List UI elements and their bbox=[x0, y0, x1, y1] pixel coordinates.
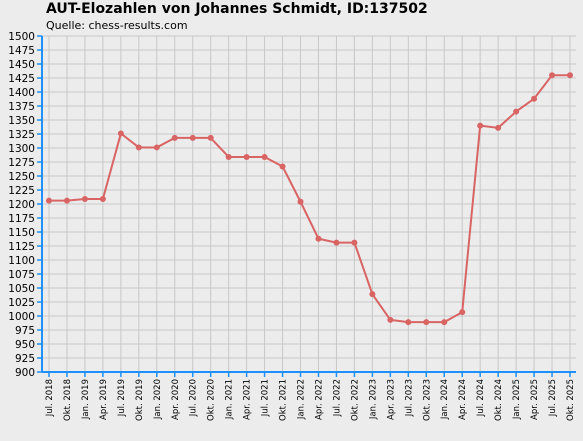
data-point bbox=[99, 195, 106, 202]
data-point bbox=[495, 124, 502, 131]
x-tick-label: Jul. 2020 bbox=[189, 379, 199, 417]
x-tick-label: Okt. 2023 bbox=[422, 379, 432, 421]
data-point bbox=[135, 144, 142, 151]
y-tick-label: 1325 bbox=[8, 129, 35, 141]
data-point bbox=[279, 163, 286, 170]
data-point bbox=[189, 134, 196, 141]
data-point bbox=[81, 195, 88, 202]
x-tick-label: Jul. 2019 bbox=[117, 379, 127, 417]
data-point bbox=[351, 239, 358, 246]
x-tick-label: Jul. 2018 bbox=[45, 379, 55, 417]
data-point bbox=[243, 153, 250, 160]
y-tick-label: 1300 bbox=[8, 143, 35, 155]
x-tick-label: Jul. 2024 bbox=[476, 379, 486, 417]
data-point bbox=[171, 134, 178, 141]
x-tick-label: Jul. 2025 bbox=[548, 379, 558, 417]
x-tick-label: Jan. 2021 bbox=[225, 379, 235, 420]
data-point bbox=[549, 72, 556, 79]
x-tick-label: Okt. 2020 bbox=[207, 379, 217, 421]
y-tick-label: 925 bbox=[15, 353, 35, 365]
x-tick-label: Apr. 2023 bbox=[386, 379, 396, 420]
data-point bbox=[477, 122, 484, 129]
y-tick-label: 1200 bbox=[8, 199, 35, 211]
y-tick-label: 1375 bbox=[8, 101, 35, 113]
y-tick-label: 1000 bbox=[8, 311, 35, 323]
x-tick-label: Apr. 2025 bbox=[530, 379, 540, 420]
y-tick-label: 1050 bbox=[8, 283, 35, 295]
y-tick-label: 1075 bbox=[8, 269, 35, 281]
x-tick-label: Jul. 2023 bbox=[404, 379, 414, 417]
data-point bbox=[63, 197, 70, 204]
x-tick-label: Apr. 2024 bbox=[458, 379, 468, 420]
data-point bbox=[261, 153, 268, 160]
data-point bbox=[315, 235, 322, 242]
y-tick-label: 1425 bbox=[8, 73, 35, 85]
y-tick-label: 950 bbox=[15, 339, 35, 351]
y-tick-label: 1250 bbox=[8, 171, 35, 183]
chart-title: AUT-Elozahlen von Johannes Schmidt, ID:1… bbox=[46, 1, 428, 17]
data-point bbox=[513, 108, 520, 115]
data-point bbox=[333, 239, 340, 246]
data-point bbox=[153, 144, 160, 151]
x-tick-label: Okt. 2024 bbox=[494, 379, 504, 421]
y-tick-label: 1025 bbox=[8, 297, 35, 309]
y-tick-label: 1475 bbox=[8, 45, 35, 57]
data-point bbox=[46, 197, 52, 204]
y-tick-label: 1400 bbox=[8, 87, 35, 99]
y-tick-label: 1225 bbox=[8, 185, 35, 197]
data-point bbox=[387, 316, 394, 323]
x-tick-label: Okt. 2018 bbox=[63, 379, 73, 421]
grid-lines bbox=[42, 35, 576, 373]
data-point bbox=[297, 198, 304, 205]
series-points bbox=[46, 72, 573, 326]
y-tick-label: 900 bbox=[15, 367, 35, 379]
data-point bbox=[369, 291, 376, 298]
x-tick-label: Jul. 2021 bbox=[261, 379, 271, 417]
data-point bbox=[117, 130, 124, 137]
x-axis: Jul. 2018 Okt. 2018 Jan. 2019 Apr. 2019 Jul.… bbox=[45, 372, 576, 421]
x-tick-label: Apr. 2021 bbox=[243, 379, 253, 420]
x-tick-label: Jan. 2025 bbox=[512, 379, 522, 420]
x-tick-label: Apr. 2022 bbox=[314, 379, 324, 420]
y-tick-label: 1275 bbox=[8, 157, 35, 169]
x-tick-label: Okt. 2022 bbox=[350, 379, 360, 421]
x-tick-label: Jan. 2019 bbox=[81, 379, 91, 420]
x-tick-label: Okt. 2025 bbox=[566, 379, 576, 421]
data-point bbox=[459, 309, 466, 316]
y-tick-label: 1125 bbox=[8, 241, 35, 253]
data-point bbox=[405, 319, 412, 326]
y-tick-label: 1100 bbox=[8, 255, 35, 267]
data-point bbox=[567, 72, 573, 79]
x-tick-label: Jan. 2020 bbox=[153, 379, 163, 420]
y-axis: 900 925 950 975 1000 1025 1050 1075 1100 1125 1150… bbox=[8, 31, 42, 379]
data-point bbox=[207, 134, 214, 141]
x-tick-label: Okt. 2021 bbox=[279, 379, 289, 421]
chart-subtitle: Quelle: chess-results.com bbox=[46, 19, 188, 32]
x-tick-label: Apr. 2020 bbox=[171, 379, 181, 420]
x-tick-label: Apr. 2019 bbox=[99, 379, 109, 420]
y-tick-label: 975 bbox=[15, 325, 35, 337]
y-tick-label: 1450 bbox=[8, 59, 35, 71]
data-point bbox=[423, 319, 430, 326]
x-tick-label: Jan. 2024 bbox=[440, 379, 450, 420]
x-tick-label: Okt. 2019 bbox=[135, 379, 145, 421]
x-tick-label: Jan. 2023 bbox=[368, 379, 378, 420]
data-point bbox=[531, 95, 538, 102]
y-tick-label: 1350 bbox=[8, 115, 35, 127]
data-point bbox=[441, 319, 448, 326]
y-tick-label: 1150 bbox=[8, 227, 35, 239]
x-tick-label: Jul. 2022 bbox=[332, 379, 342, 417]
y-tick-label: 1500 bbox=[8, 31, 35, 43]
series-line bbox=[49, 74, 570, 324]
y-tick-label: 1175 bbox=[8, 213, 35, 225]
x-tick-label: Jan. 2022 bbox=[297, 379, 307, 420]
data-point bbox=[225, 153, 232, 160]
